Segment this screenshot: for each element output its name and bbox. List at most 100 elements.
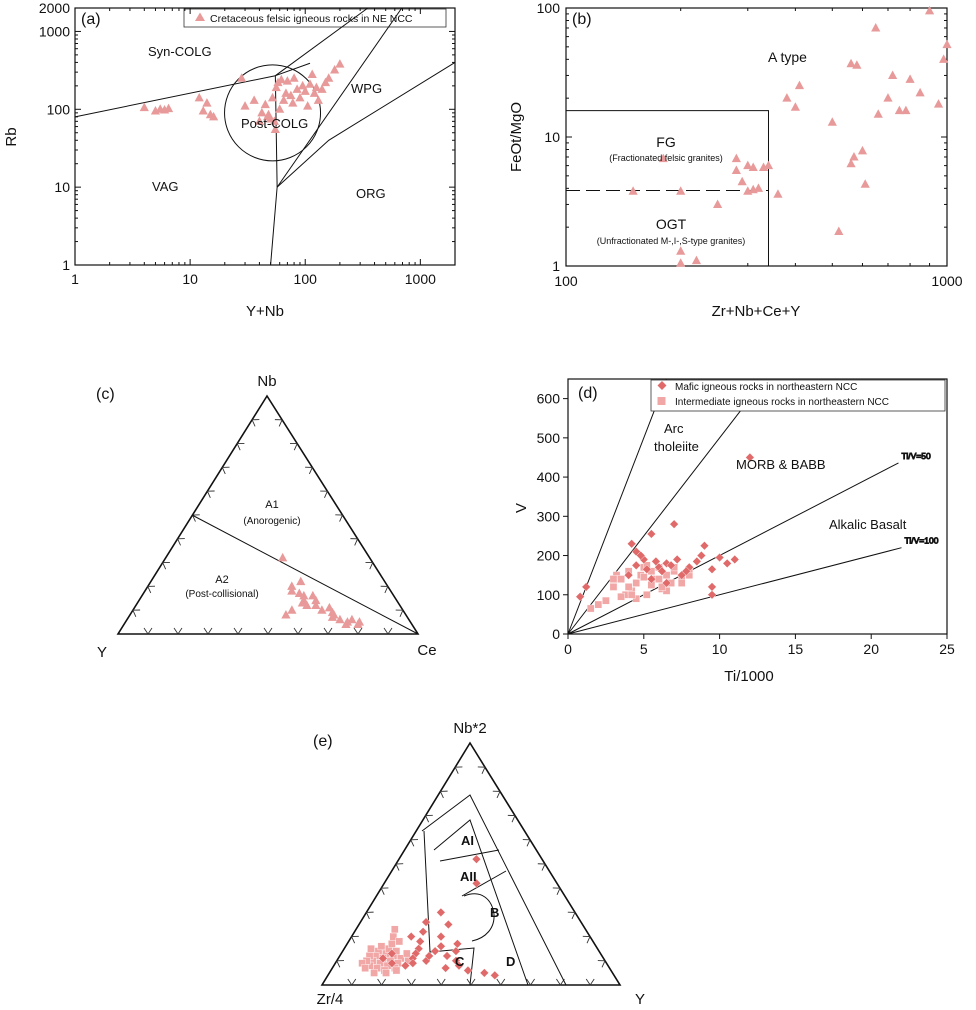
panel-d-legend-box [650,379,946,412]
data-point [289,73,299,82]
data-point [292,84,302,93]
panel-e-field-aii: AII [460,869,477,884]
data-point-mafic [408,958,418,968]
data-point-mafic [415,936,425,947]
data-point-mafic [463,965,473,976]
ternary-tick [335,514,344,522]
panel-b-field-fg: FG [656,134,675,150]
data-point-mafic [387,958,397,968]
data-point [335,59,345,68]
panel-b-ticks: 100 1000 1 10 100 [537,0,963,289]
data-point-mafic [436,932,446,942]
data-point-intermediate [609,583,618,591]
panel-a-legend-label: Cretaceous felsic igneous rocks in NE NC… [210,13,413,25]
tick-label-y: 300 [537,508,561,524]
data-point [782,93,792,102]
data-point-intermediate [395,937,404,946]
tick-label-y: 500 [537,430,561,446]
data-point [276,74,286,84]
data-point [287,605,297,614]
panel-a-field-syncolg: Syn-COLG [148,44,212,59]
data-point [753,183,764,192]
panel-a-legend-marker [195,12,205,21]
boundary-syncolg-wpg [275,7,369,77]
data-point-intermediate [640,573,648,581]
tick-label-y: 100 [537,587,561,603]
panel-e-apex-nb2: Nb*2 [453,720,486,737]
data-point [347,614,357,624]
ternary-tick [582,935,591,944]
data-point [275,104,285,113]
data-point [281,88,291,97]
panel-e-field-d: D [506,954,515,969]
data-point [658,153,668,163]
data-point [628,186,638,195]
data-point [852,60,862,69]
data-point [857,145,868,155]
panel-d-field-alkalic: Alkalic Basalt [829,517,907,532]
data-point [942,39,952,49]
data-point [933,99,944,108]
data-point-intermediate [602,596,610,605]
panel-d-points [575,452,755,613]
panel-b-points [628,5,952,267]
data-point-mafic [657,566,667,576]
ternary-tick [365,561,374,570]
tick-label-x: 1000 [405,271,436,287]
data-point [846,58,856,68]
data-point [341,619,351,628]
data-point [676,258,686,267]
data-point-mafic [452,939,463,949]
ternary-tick [380,887,389,895]
data-point-mafic [627,539,637,549]
panel-b-ylabel: FeOt/MgO [508,102,525,172]
data-point [860,179,870,188]
data-point [281,609,291,619]
panel-a-ticks: 1 10 100 1000 1 10 100 1000 2000 [39,0,456,287]
data-point [309,88,319,97]
tick-label-y: 100 [537,0,561,16]
data-point-intermediate [382,969,390,977]
data-point-intermediate [377,942,386,951]
data-point-intermediate [632,579,641,587]
panel-d-legend-marker-mafic [657,381,667,390]
ternary-tick [320,490,329,498]
data-point [320,77,331,87]
data-point [294,588,304,598]
panel-a-legend-box [183,8,447,28]
data-point [249,95,259,104]
ratio-line [567,547,902,635]
data-point [849,151,859,161]
ternary-tick [233,627,243,635]
data-point [737,176,747,186]
data-point [834,226,844,236]
ternary-tick [350,538,359,546]
data-point [267,92,278,102]
data-point-mafic [471,878,482,888]
ternary-tick [410,839,419,847]
data-point [743,160,753,170]
data-point [286,90,296,100]
panel-e-field-ai: AI [461,833,474,848]
data-point-intermediate [617,575,625,583]
data-point [236,73,247,82]
data-point-mafic [636,550,646,561]
data-point-mafic [681,566,691,576]
data-point-mafic [661,558,672,568]
panel-c-apex-y: Y [97,644,107,661]
data-point-mafic [624,570,634,580]
data-point [871,22,881,32]
panel-e: (e) Nb*2 Zr/4 Y AI AII B C D [313,720,645,1008]
data-point [731,165,741,174]
panel-a-field-postcolg: Post-COLG [241,116,308,131]
data-point [353,619,363,628]
data-point [317,84,327,93]
panel-c-letter: (c) [96,386,115,403]
data-point-mafic [442,951,452,961]
ternary-tick [507,814,516,823]
tick-label-x: 15 [788,641,804,657]
ratio-line [567,462,899,635]
data-point [894,105,904,115]
boundary-wpg-org [276,61,456,188]
data-point-mafic [672,554,682,565]
